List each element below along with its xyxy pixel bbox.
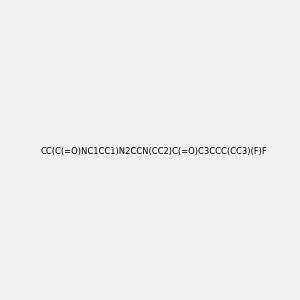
Text: CC(C(=O)NC1CC1)N2CCN(CC2)C(=O)C3CCC(CC3)(F)F: CC(C(=O)NC1CC1)N2CCN(CC2)C(=O)C3CCC(CC3)… <box>40 147 267 156</box>
